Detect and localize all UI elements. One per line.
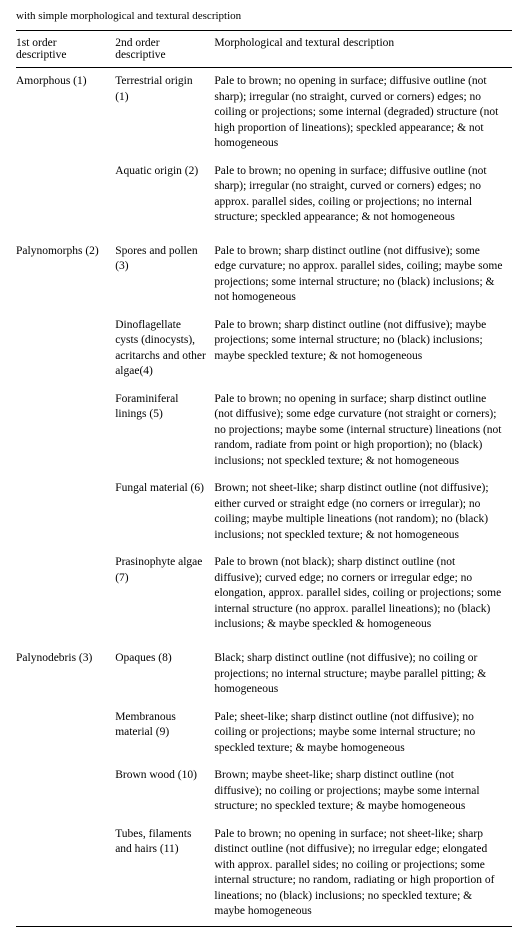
header-col3: Morphological and textural description [214,31,512,68]
description-cell: Pale to brown; no opening in surface; di… [214,68,512,158]
first-order-cell [16,158,115,232]
second-order-cell: Dinoflagellate cysts (dinocysts), acrita… [115,312,214,386]
description-cell: Pale to brown; no opening in surface; sh… [214,386,512,476]
first-order-cell [16,475,115,549]
table-row: Palynomorphs (2)Spores and pollen (3)Pal… [16,232,512,312]
table-row: Membranous material (9)Pale; sheet-like;… [16,704,512,763]
table-row: Amorphous (1)Terrestrial origin (1)Pale … [16,68,512,158]
first-order-cell: Palynodebris (3) [16,639,115,704]
first-order-cell [16,704,115,763]
header-col1: 1st order descriptive [16,31,115,68]
header-col2: 2nd order descriptive [115,31,214,68]
second-order-cell: Membranous material (9) [115,704,214,763]
first-order-cell [16,312,115,386]
table-row: Aquatic origin (2)Pale to brown; no open… [16,158,512,232]
description-cell: Black; sharp distinct outline (not diffu… [214,639,512,704]
second-order-cell: Aquatic origin (2) [115,158,214,232]
table-row: Tubes, filaments and hairs (11)Pale to b… [16,821,512,927]
first-order-cell [16,821,115,927]
table-row: Dinoflagellate cysts (dinocysts), acrita… [16,312,512,386]
description-cell: Pale to brown; no opening in surface; no… [214,821,512,927]
description-cell: Pale to brown (not black); sharp distinc… [214,549,512,639]
first-order-cell [16,762,115,821]
description-cell: Pale; sheet-like; sharp distinct outline… [214,704,512,763]
second-order-cell: Terrestrial origin (1) [115,68,214,158]
second-order-cell: Tubes, filaments and hairs (11) [115,821,214,927]
table-row: Palynodebris (3)Opaques (8)Black; sharp … [16,639,512,704]
second-order-cell: Prasinophyte algae (7) [115,549,214,639]
description-cell: Pale to brown; sharp distinct outline (n… [214,232,512,312]
second-order-cell: Foraminiferal linings (5) [115,386,214,476]
table-row: Prasinophyte algae (7)Pale to brown (not… [16,549,512,639]
description-cell: Pale to brown; no opening in surface; di… [214,158,512,232]
second-order-cell: Spores and pollen (3) [115,232,214,312]
second-order-cell: Opaques (8) [115,639,214,704]
classification-table: 1st order descriptive 2nd order descript… [16,30,512,927]
description-cell: Brown; not sheet-like; sharp distinct ou… [214,475,512,549]
first-order-cell [16,386,115,476]
second-order-cell: Fungal material (6) [115,475,214,549]
second-order-cell: Brown wood (10) [115,762,214,821]
first-order-cell: Amorphous (1) [16,68,115,158]
first-order-cell: Palynomorphs (2) [16,232,115,312]
table-row: Fungal material (6)Brown; not sheet-like… [16,475,512,549]
table-row: Foraminiferal linings (5)Pale to brown; … [16,386,512,476]
description-cell: Brown; maybe sheet-like; sharp distinct … [214,762,512,821]
first-order-cell [16,549,115,639]
description-cell: Pale to brown; sharp distinct outline (n… [214,312,512,386]
table-row: Brown wood (10)Brown; maybe sheet-like; … [16,762,512,821]
table-caption: with simple morphological and textural d… [16,10,512,22]
